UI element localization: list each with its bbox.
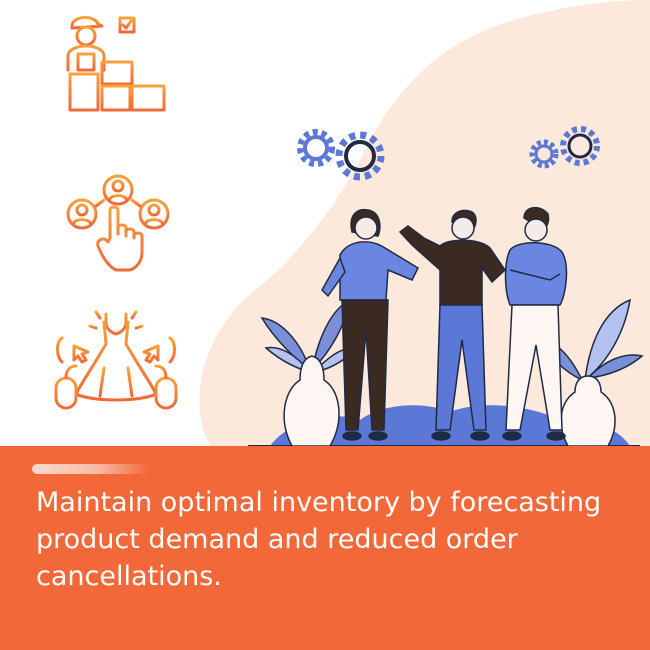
plant-right — [538, 298, 644, 447]
dress-product-click-icon — [52, 308, 180, 412]
customer-selection-hand-icon — [66, 172, 170, 276]
gear-icon — [560, 126, 600, 166]
plant-left — [260, 298, 358, 447]
person-middle — [398, 209, 506, 441]
gear-icon — [297, 129, 335, 167]
banner-caption: Maintain optimal inventory by forecastin… — [36, 487, 602, 592]
gear-icon — [335, 131, 385, 181]
person-right — [502, 206, 568, 441]
gear-icon — [529, 139, 559, 169]
inventory-worker-checklist-icon — [64, 10, 172, 114]
caption-banner — [0, 446, 650, 650]
feature-icons — [50, 8, 180, 428]
person-left — [321, 208, 419, 441]
decorative-pill — [32, 464, 150, 474]
